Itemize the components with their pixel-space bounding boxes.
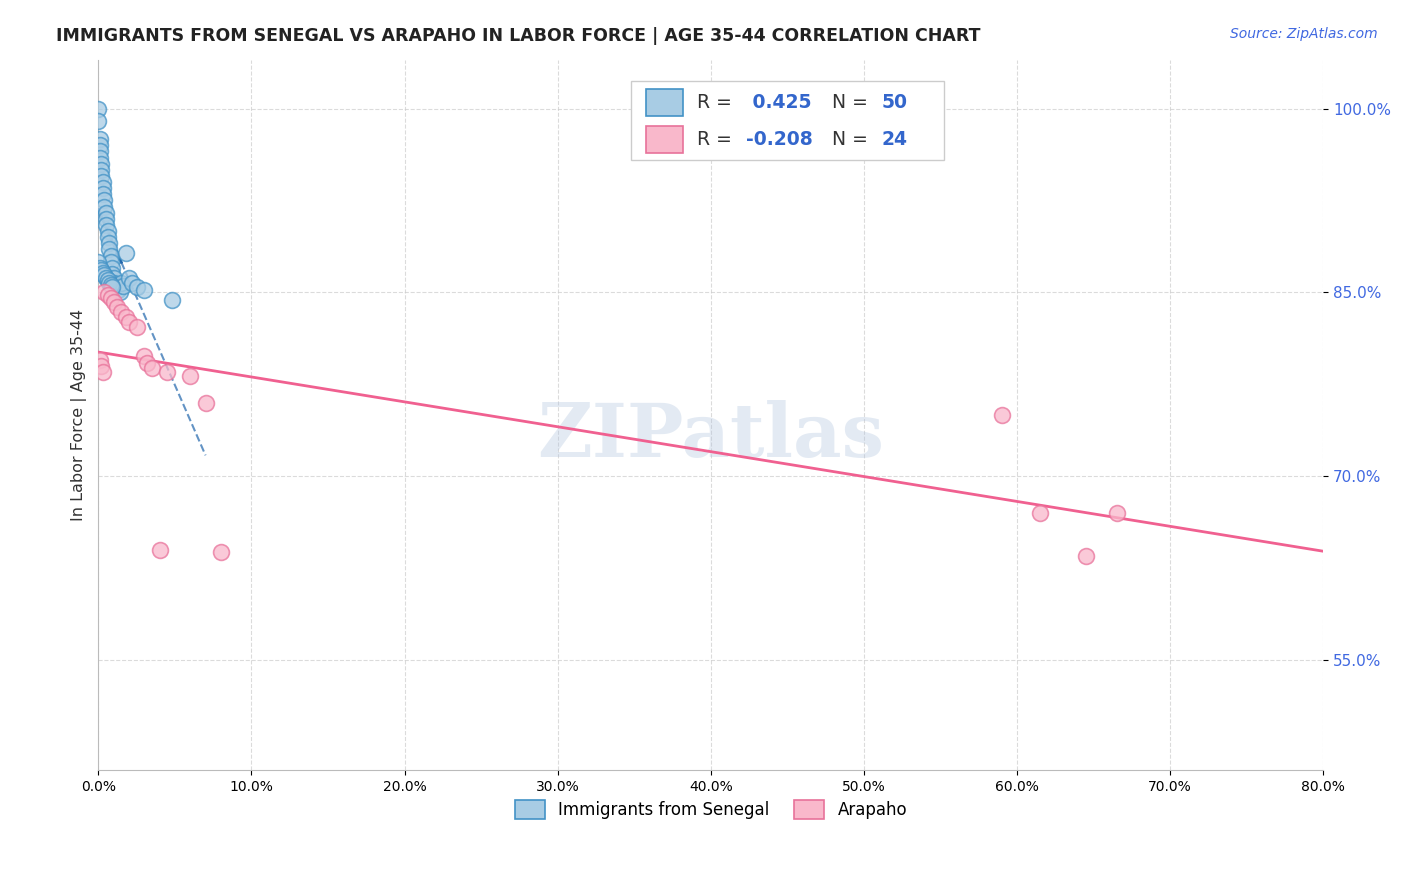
Text: -0.208: -0.208: [747, 130, 813, 149]
Point: [93, 285, 115, 300]
Point: [89, 138, 111, 153]
Point: [93, 200, 115, 214]
Point: [90, 157, 112, 171]
Point: [104, 277, 127, 292]
Point: [98, 276, 121, 290]
Point: [134, 283, 156, 297]
Point: [160, 293, 183, 307]
Point: [94, 205, 117, 219]
Text: Source: ZipAtlas.com: Source: ZipAtlas.com: [1230, 27, 1378, 41]
Text: N =: N =: [832, 94, 875, 112]
Y-axis label: In Labor Force | Age 35-44: In Labor Force | Age 35-44: [72, 309, 87, 521]
Point: [93, 194, 115, 208]
Text: 50: 50: [882, 94, 907, 112]
Point: [91, 175, 114, 189]
Text: N =: N =: [832, 130, 875, 149]
Point: [110, 305, 132, 319]
Point: [90, 169, 112, 183]
Point: [90, 359, 112, 373]
FancyBboxPatch shape: [645, 127, 683, 153]
Point: [89, 151, 111, 165]
Point: [107, 283, 129, 297]
Point: [115, 310, 138, 324]
Point: [98, 243, 121, 257]
Point: [90, 263, 112, 277]
Point: [134, 349, 156, 363]
Point: [209, 545, 232, 559]
Text: IMMIGRANTS FROM SENEGAL VS ARAPAHO IN LABOR FORCE | AGE 35-44 CORRELATION CHART: IMMIGRANTS FROM SENEGAL VS ARAPAHO IN LA…: [56, 27, 981, 45]
Point: [100, 277, 122, 292]
Point: [91, 365, 114, 379]
Text: ZIPatlas: ZIPatlas: [537, 400, 884, 473]
Point: [121, 276, 143, 290]
Point: [125, 319, 148, 334]
Point: [105, 300, 128, 314]
Point: [110, 276, 132, 290]
Point: [93, 268, 115, 282]
Point: [1029, 506, 1052, 520]
Point: [125, 280, 148, 294]
Point: [101, 280, 124, 294]
Point: [89, 132, 111, 146]
FancyBboxPatch shape: [631, 81, 943, 161]
Point: [118, 315, 141, 329]
Point: [101, 260, 124, 275]
Point: [96, 273, 118, 287]
Point: [100, 292, 122, 306]
Point: [94, 218, 117, 232]
Point: [100, 254, 122, 268]
Point: [108, 285, 131, 300]
Point: [87, 102, 110, 116]
Point: [96, 224, 118, 238]
Point: [100, 249, 122, 263]
Point: [1074, 549, 1097, 563]
Point: [94, 270, 117, 285]
Point: [89, 145, 111, 159]
Point: [990, 408, 1012, 422]
Point: [118, 270, 141, 285]
Point: [141, 361, 163, 376]
Point: [103, 295, 125, 310]
Legend: Immigrants from Senegal, Arapaho: Immigrants from Senegal, Arapaho: [508, 793, 914, 826]
Point: [156, 365, 179, 379]
Point: [87, 254, 110, 268]
Point: [105, 280, 128, 294]
Point: [91, 266, 114, 280]
FancyBboxPatch shape: [645, 89, 683, 117]
Point: [91, 187, 114, 202]
Text: 0.425: 0.425: [747, 94, 811, 112]
Point: [90, 162, 112, 177]
Point: [115, 246, 138, 260]
Text: 24: 24: [882, 130, 907, 149]
Point: [136, 356, 159, 370]
Point: [194, 395, 217, 409]
Point: [103, 270, 125, 285]
Point: [96, 230, 118, 244]
Text: R =: R =: [697, 130, 738, 149]
Text: R =: R =: [697, 94, 738, 112]
Point: [89, 260, 111, 275]
Point: [179, 368, 201, 383]
Point: [149, 542, 172, 557]
Point: [87, 113, 110, 128]
Point: [96, 287, 118, 301]
Point: [89, 352, 111, 367]
Point: [91, 181, 114, 195]
Point: [94, 211, 117, 226]
Point: [103, 276, 125, 290]
Point: [98, 236, 121, 251]
Point: [101, 267, 124, 281]
Point: [111, 279, 134, 293]
Point: [1105, 506, 1128, 520]
